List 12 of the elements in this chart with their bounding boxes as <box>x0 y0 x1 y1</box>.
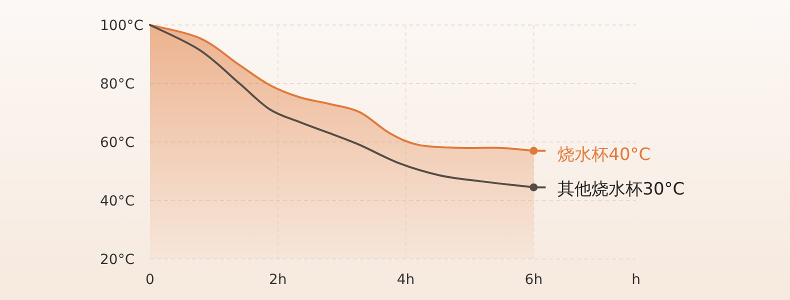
x-tick-label: 2h <box>269 272 287 288</box>
legend-label: 其他烧水杯30°C <box>558 179 685 200</box>
ytick: 40°C <box>100 194 135 210</box>
x-axis-title: h <box>632 272 640 288</box>
x-tick-label: 4h <box>396 272 415 288</box>
x-tick-label: 6h <box>524 272 543 288</box>
ytick: 60°C <box>100 135 135 151</box>
ytick: 100°C <box>100 18 144 34</box>
legend-label: 烧水杯40°C <box>558 144 651 165</box>
ytick: 80°C <box>100 76 135 92</box>
x-tick-label: 0 <box>146 272 154 288</box>
ytick: 20°C <box>100 252 135 268</box>
